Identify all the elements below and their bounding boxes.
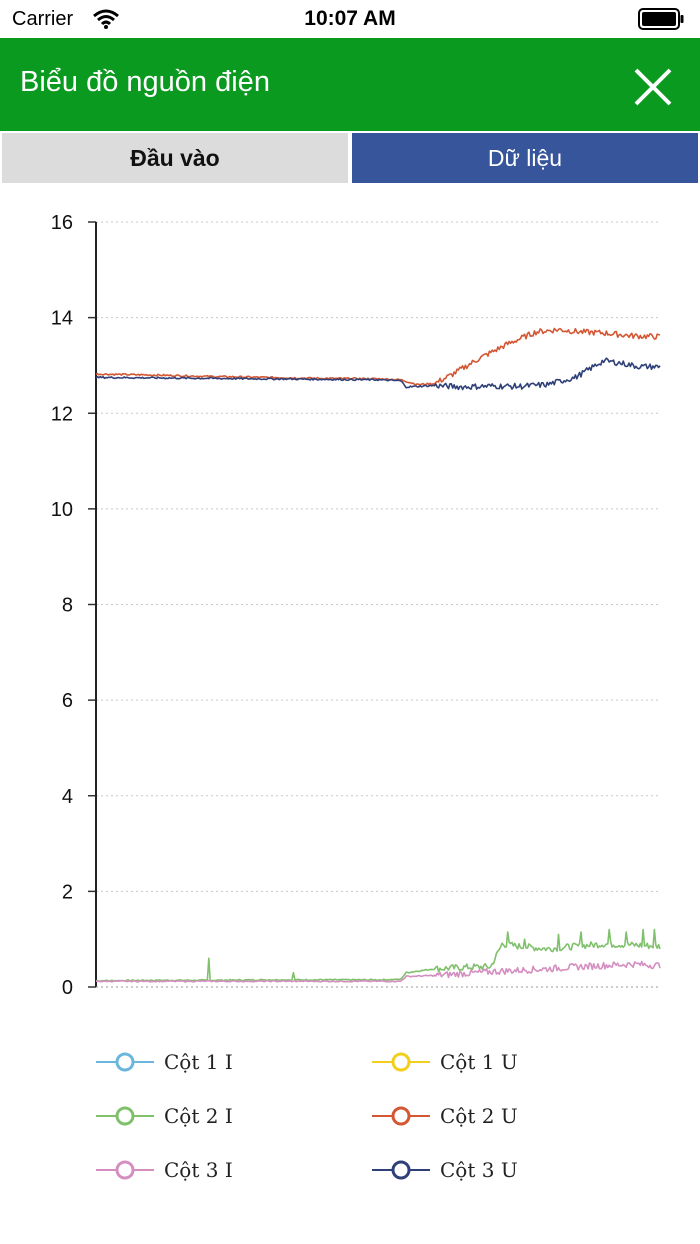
status-bar: Carrier 10:07 AM — [0, 0, 700, 38]
y-tick-label: 2 — [62, 881, 73, 903]
close-button[interactable] — [626, 60, 680, 114]
legend-label: Cột 1 U — [440, 1050, 518, 1074]
y-tick-label: 4 — [62, 786, 73, 808]
tab-input[interactable]: Đầu vào — [2, 133, 348, 183]
legend-item[interactable]: Cột 3 I — [96, 1155, 233, 1185]
legend-label: Cột 2 I — [164, 1104, 233, 1128]
tab-data[interactable]: Dữ liệu — [352, 133, 698, 183]
legend-item[interactable]: Cột 3 U — [372, 1155, 518, 1185]
y-tick-label: 12 — [51, 403, 73, 425]
y-tick-label: 6 — [62, 690, 73, 712]
y-tick-label: 8 — [62, 595, 73, 617]
tab-bar: Đầu vào Dữ liệu — [0, 131, 700, 183]
series-line-3 — [95, 928, 661, 982]
series-line-6 — [95, 357, 661, 391]
legend-marker-icon — [96, 1160, 154, 1180]
legend-label: Cột 1 I — [164, 1050, 233, 1074]
series-line-5 — [95, 960, 661, 983]
legend-item[interactable]: Cột 1 I — [96, 1047, 233, 1077]
series-line-4 — [95, 327, 661, 386]
legend-item[interactable]: Cột 2 I — [96, 1101, 233, 1131]
legend-marker-icon — [96, 1052, 154, 1072]
legend-marker-icon — [372, 1106, 430, 1126]
legend-label: Cột 3 I — [164, 1158, 233, 1182]
power-chart: 0 2 4 6 8 10 12 14 16 — [51, 212, 661, 999]
legend-label: Cột 3 U — [440, 1158, 518, 1182]
close-icon — [634, 68, 672, 106]
legend-marker-icon — [372, 1160, 430, 1180]
clock: 10:07 AM — [304, 7, 396, 30]
y-tick-label: 16 — [51, 212, 73, 234]
battery-icon — [638, 8, 684, 30]
legend-marker-icon — [96, 1106, 154, 1126]
legend-item[interactable]: Cột 2 U — [372, 1101, 518, 1131]
y-tick-label: 10 — [51, 499, 73, 521]
legend-item[interactable]: Cột 1 U — [372, 1047, 518, 1077]
y-tick-label: 14 — [51, 308, 73, 330]
legend-marker-icon — [372, 1052, 430, 1072]
carrier-label: Carrier — [12, 8, 74, 30]
legend-label: Cột 2 U — [440, 1104, 518, 1128]
y-tick-label: 0 — [62, 977, 73, 999]
app-bar: Biểu đồ nguồn điện — [0, 38, 700, 131]
page-title: Biểu đồ nguồn điện — [20, 66, 270, 98]
wifi-icon — [93, 9, 119, 29]
